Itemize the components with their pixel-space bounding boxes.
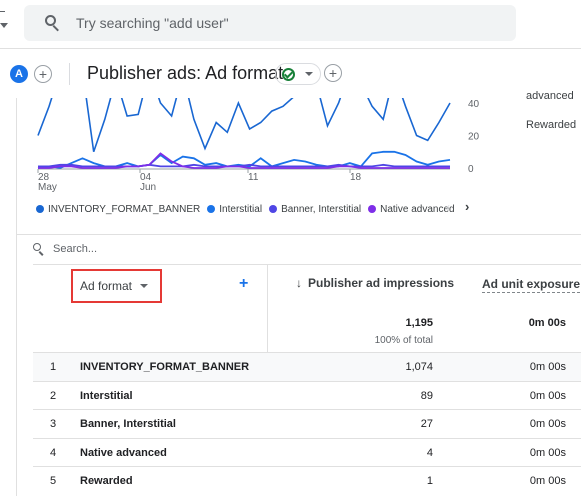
divider xyxy=(16,234,581,235)
row-index: 1 xyxy=(50,361,57,373)
search-icon xyxy=(44,14,62,32)
y-tick-label: 40 xyxy=(468,99,480,110)
x-tick-month: May xyxy=(38,182,57,193)
table-header: Ad format + ↓ Publisher ad impressions A… xyxy=(33,264,581,353)
table-body: 1 INVENTORY_FORMAT_BANNER 1,074 0m 00s 2… xyxy=(33,352,581,495)
chevron-down-icon xyxy=(305,72,313,76)
row-dimension: Native advanced xyxy=(80,446,167,459)
legend-dot-icon xyxy=(368,205,377,213)
row-exposure: 0m 00s xyxy=(529,389,566,402)
x-tick-month: Jun xyxy=(140,182,156,193)
legend-label: Interstitial xyxy=(219,203,263,215)
table-search[interactable]: Search... xyxy=(33,243,98,256)
chevron-down-icon[interactable] xyxy=(0,23,8,28)
top-bar: Try searching "add user" xyxy=(0,0,581,46)
series-line xyxy=(37,98,451,153)
metric-header-exposure[interactable]: Ad unit exposure xyxy=(482,277,581,293)
legend-dot-icon xyxy=(36,205,44,213)
chevron-left-icon[interactable]: ‹ xyxy=(446,200,450,214)
x-tick-day: 28 xyxy=(38,172,50,183)
row-dimension: INVENTORY_FORMAT_BANNER xyxy=(80,361,250,373)
metric-header-impressions[interactable]: ↓ Publisher ad impressions xyxy=(296,276,454,290)
metric-header-label: Publisher ad impressions xyxy=(308,276,455,290)
chart-side-label: advanced xyxy=(526,90,574,102)
row-impressions: 89 xyxy=(420,389,433,402)
y-tick-label: 20 xyxy=(468,132,480,143)
legend-item[interactable]: Native advanced xyxy=(368,204,455,215)
legend-dot-icon xyxy=(269,205,278,213)
report-status-dropdown[interactable] xyxy=(275,63,321,85)
add-comparison-icon[interactable]: + xyxy=(34,65,52,83)
table-search-placeholder: Search... xyxy=(53,243,98,255)
chart-side-label: Rewarded xyxy=(526,119,577,131)
y-tick-label: 0 xyxy=(468,164,474,175)
row-impressions: 4 xyxy=(426,446,433,459)
row-impressions: 1,074 xyxy=(405,361,433,373)
table-row[interactable]: 2 Interstitial 89 0m 00s xyxy=(33,380,581,410)
legend-item[interactable]: INVENTORY_FORMAT_BANNER xyxy=(36,204,200,215)
table-row[interactable]: 3 Banner, Interstitial 27 0m 00s xyxy=(33,409,581,438)
table-row[interactable]: 1 INVENTORY_FORMAT_BANNER 1,074 0m 00s xyxy=(33,352,581,381)
row-dimension: Banner, Interstitial xyxy=(80,418,176,431)
chevron-right-icon[interactable]: › xyxy=(465,199,470,214)
search-icon xyxy=(33,243,45,256)
total-exposure: 0m 00s xyxy=(528,317,566,329)
line-chart: 0 20 40 28 May 04 Jun 11 18 xyxy=(0,98,581,230)
divider xyxy=(69,63,70,85)
row-exposure: 0m 00s xyxy=(529,475,566,488)
legend-label: Native advanced xyxy=(380,203,455,215)
divider xyxy=(267,265,268,353)
legend-label: INVENTORY_FORMAT_BANNER xyxy=(48,203,201,215)
property-selector-text-fragment xyxy=(0,11,5,12)
check-circle-icon xyxy=(282,67,295,81)
row-impressions: 1 xyxy=(426,475,433,488)
dimension-selector-label[interactable]: Ad format xyxy=(80,279,133,293)
series-line xyxy=(38,163,450,168)
row-dimension: Rewarded xyxy=(80,475,133,488)
chart-legend: INVENTORY_FORMAT_BANNER Interstitial Banne… xyxy=(36,202,462,216)
chevron-down-icon[interactable] xyxy=(140,284,148,288)
row-index: 2 xyxy=(50,389,57,402)
property-selector-fragment[interactable] xyxy=(0,5,10,35)
total-impressions-percent: 100% of total xyxy=(374,335,433,346)
legend-dot-icon xyxy=(207,205,216,213)
row-exposure: 0m 00s xyxy=(529,446,566,459)
comparison-avatar[interactable]: A xyxy=(10,65,28,83)
series-line xyxy=(38,152,450,169)
report-title-bar: A + Publisher ads: Ad format + xyxy=(0,48,581,98)
global-search-bar[interactable]: Try searching "add user" xyxy=(24,5,516,41)
row-index: 3 xyxy=(50,418,57,431)
add-icon[interactable]: + xyxy=(324,64,342,82)
table-row[interactable]: 5 Rewarded 1 0m 00s xyxy=(33,466,581,495)
legend-label: Banner, Interstitial xyxy=(281,203,362,215)
row-impressions: 27 xyxy=(420,418,433,431)
total-impressions: 1,195 xyxy=(405,317,433,329)
sort-down-arrow-icon: ↓ xyxy=(296,276,302,290)
legend-item[interactable]: Banner, Interstitial xyxy=(269,204,361,215)
row-index: 5 xyxy=(50,475,57,488)
row-exposure: 0m 00s xyxy=(529,418,566,431)
row-exposure: 0m 00s xyxy=(529,361,566,373)
x-tick-day: 11 xyxy=(248,172,259,183)
divider xyxy=(16,98,17,496)
x-tick-day: 18 xyxy=(350,172,362,183)
table-row[interactable]: 4 Native advanced 4 0m 00s xyxy=(33,437,581,467)
chart-plot-area xyxy=(37,98,451,169)
row-dimension: Interstitial xyxy=(80,389,133,402)
page-title: Publisher ads: Ad format xyxy=(87,63,284,83)
row-index: 4 xyxy=(50,446,57,459)
legend-item[interactable]: Interstitial xyxy=(207,204,262,215)
search-placeholder: Try searching "add user" xyxy=(76,15,229,31)
add-dimension-icon[interactable]: + xyxy=(239,275,249,292)
x-tick-day: 04 xyxy=(140,172,152,183)
dimension-selector-highlight[interactable] xyxy=(71,269,162,303)
